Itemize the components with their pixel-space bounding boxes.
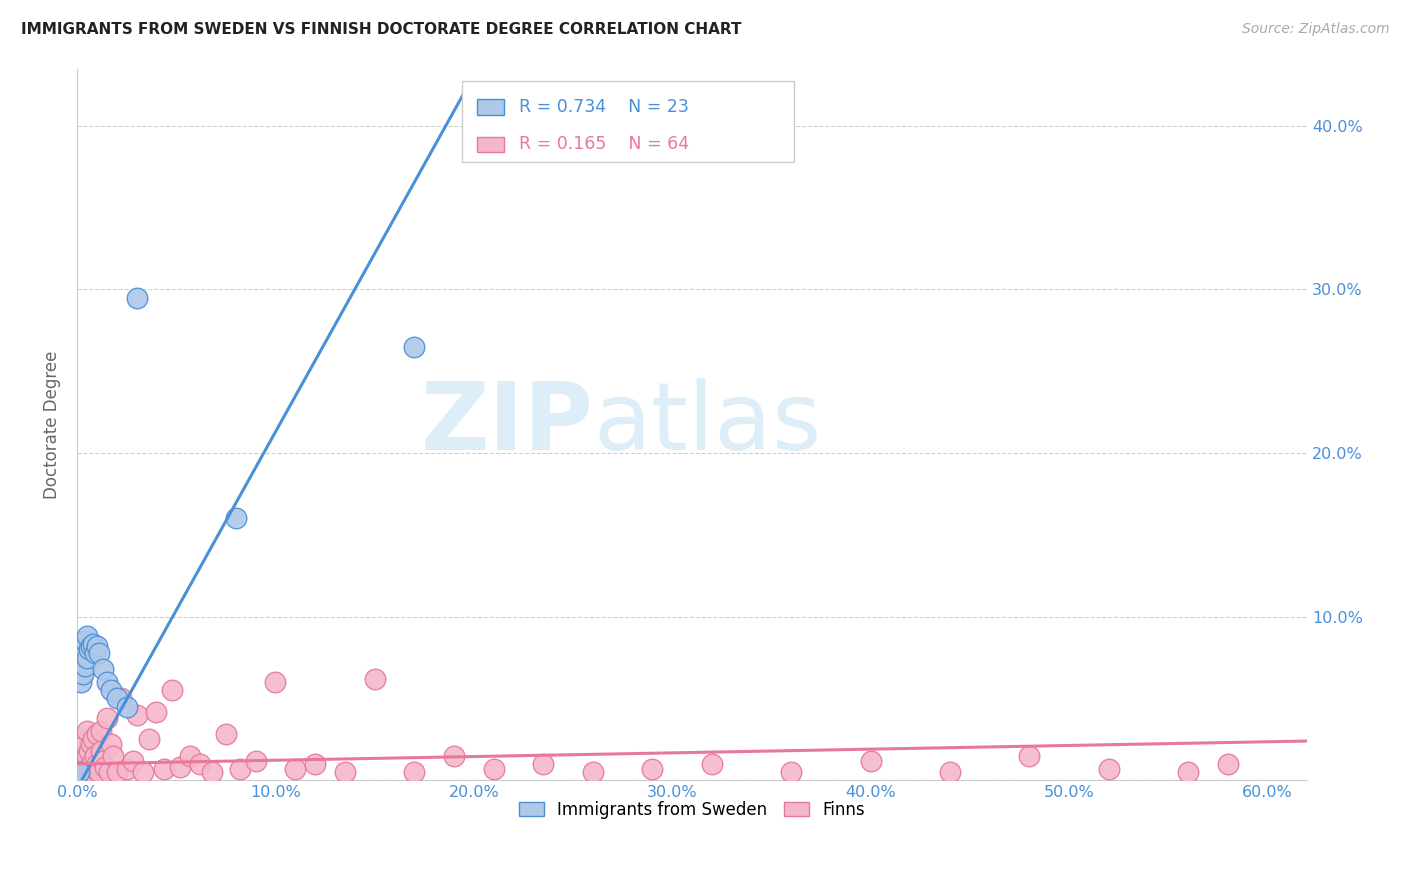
Point <box>115 699 138 714</box>
Point <box>84 762 107 776</box>
Point <box>939 765 962 780</box>
Point <box>94 760 117 774</box>
Point <box>105 691 128 706</box>
Point <box>96 711 118 725</box>
Point <box>333 765 356 780</box>
Y-axis label: Doctorate Degree: Doctorate Degree <box>44 351 60 499</box>
Point <box>1098 762 1121 776</box>
Point <box>72 667 94 681</box>
Point <box>188 756 211 771</box>
Point <box>87 646 110 660</box>
Point <box>121 754 143 768</box>
Point <box>90 744 112 758</box>
Point <box>110 691 132 706</box>
Point <box>125 707 148 722</box>
FancyBboxPatch shape <box>477 99 503 115</box>
Point <box>179 748 201 763</box>
Text: IMMIGRANTS FROM SWEDEN VS FINNISH DOCTORATE DEGREE CORRELATION CHART: IMMIGRANTS FROM SWEDEN VS FINNISH DOCTOR… <box>21 22 741 37</box>
Point <box>76 650 98 665</box>
Point <box>284 762 307 776</box>
Point <box>67 765 90 780</box>
FancyBboxPatch shape <box>463 80 794 162</box>
Point <box>70 675 93 690</box>
Point <box>72 642 94 657</box>
Point <box>100 683 122 698</box>
Point <box>70 760 93 774</box>
Point <box>73 658 96 673</box>
Point <box>76 629 98 643</box>
Point <box>86 639 108 653</box>
Point <box>73 634 96 648</box>
Point <box>780 765 803 780</box>
Point <box>443 748 465 763</box>
Point <box>86 727 108 741</box>
Point <box>84 748 107 763</box>
Point <box>91 754 114 768</box>
Point <box>76 724 98 739</box>
Point <box>82 638 104 652</box>
Point <box>82 754 104 768</box>
Point <box>97 765 120 780</box>
Text: ZIP: ZIP <box>420 378 593 470</box>
Point <box>138 732 160 747</box>
Legend: Immigrants from Sweden, Finns: Immigrants from Sweden, Finns <box>512 794 872 825</box>
Point <box>363 672 385 686</box>
Text: R = 0.165    N = 64: R = 0.165 N = 64 <box>519 136 689 153</box>
Point <box>1216 756 1239 771</box>
Point <box>80 737 103 751</box>
Point <box>80 639 103 653</box>
Point <box>100 737 122 751</box>
Text: Source: ZipAtlas.com: Source: ZipAtlas.com <box>1241 22 1389 37</box>
Point <box>96 675 118 690</box>
Point <box>91 662 114 676</box>
Point <box>84 646 107 660</box>
Point <box>245 754 267 768</box>
Point <box>131 765 153 780</box>
Point <box>115 762 138 776</box>
Point <box>105 765 128 780</box>
Point <box>162 683 184 698</box>
Point <box>1177 765 1199 780</box>
Point <box>859 754 882 768</box>
Point <box>531 756 554 771</box>
Point <box>145 705 167 719</box>
Point <box>404 765 426 780</box>
Point <box>404 340 426 354</box>
Point <box>76 748 98 763</box>
Point <box>77 760 100 774</box>
Point <box>77 642 100 657</box>
Point <box>482 762 505 776</box>
Point <box>215 727 238 741</box>
Text: atlas: atlas <box>593 378 823 470</box>
Point <box>169 760 191 774</box>
Point <box>125 291 148 305</box>
Point <box>82 732 104 747</box>
Point <box>70 740 93 755</box>
Point <box>304 756 326 771</box>
Point <box>73 756 96 771</box>
Point <box>582 765 605 780</box>
Point <box>67 765 90 780</box>
Point <box>264 675 287 690</box>
Point <box>72 754 94 768</box>
Point <box>80 765 103 780</box>
Point <box>700 756 723 771</box>
Point <box>87 765 110 780</box>
Point <box>153 762 176 776</box>
Point <box>229 762 252 776</box>
Point <box>86 756 108 771</box>
Point <box>77 744 100 758</box>
FancyBboxPatch shape <box>477 136 503 153</box>
Point <box>201 765 224 780</box>
Point <box>70 650 93 665</box>
Text: R = 0.734    N = 23: R = 0.734 N = 23 <box>519 98 689 116</box>
Point <box>90 724 112 739</box>
Point <box>72 732 94 747</box>
Point <box>101 748 124 763</box>
Point <box>73 737 96 751</box>
Point <box>641 762 664 776</box>
Point <box>1018 748 1040 763</box>
Point <box>225 511 247 525</box>
